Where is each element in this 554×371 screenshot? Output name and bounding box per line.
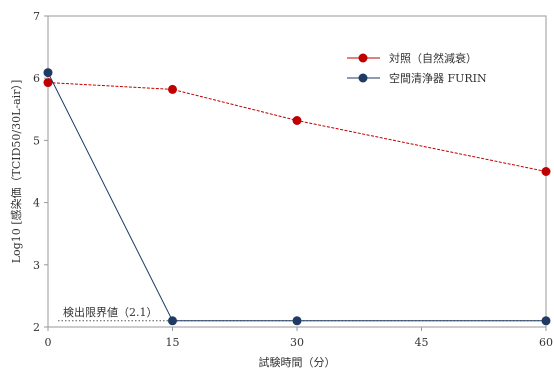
data-point-series-0	[43, 78, 53, 88]
x-tick-label: 60	[539, 336, 553, 349]
x-axis-title: 試験時間（分）	[259, 355, 336, 369]
data-point-series-0	[292, 115, 302, 125]
data-point-series-1	[43, 68, 53, 78]
y-tick-label: 3	[33, 259, 40, 272]
y-axis-ticks: 2 3 4 5 6 7	[33, 10, 48, 334]
y-tick-label: 2	[33, 321, 40, 334]
x-tick-label: 30	[290, 336, 304, 349]
legend-item-furin: 空間清浄器 FURIN	[347, 71, 487, 85]
series-layer	[43, 68, 551, 326]
data-point-series-1	[541, 316, 551, 326]
legend-marker-control	[358, 53, 368, 63]
series-line-0	[47, 82, 547, 172]
y-tick-label: 5	[33, 134, 40, 147]
legend-item-control: 対照（自然減衰）	[347, 51, 477, 65]
y-tick-label: 6	[33, 72, 40, 85]
series-line-1	[47, 72, 546, 322]
legend-label-control: 対照（自然減衰）	[389, 51, 477, 65]
x-tick-label: 15	[166, 336, 180, 349]
data-point-series-1	[168, 316, 177, 326]
y-axis-title: Log10 [感染価（TCID50/30L-air）]	[9, 80, 23, 264]
y-tick-label: 7	[33, 10, 40, 23]
legend-marker-furin	[358, 73, 368, 83]
detection-limit-label: 検出限界値（2.1）	[63, 305, 158, 319]
x-tick-label: 45	[415, 336, 429, 349]
x-axis-ticks: 0 15 30 45 60	[45, 327, 553, 349]
data-point-series-1	[292, 316, 302, 326]
legend-label-furin: 空間清浄器 FURIN	[389, 71, 487, 85]
data-point-series-0	[168, 84, 177, 94]
y-tick-label: 4	[33, 197, 40, 210]
x-tick-label: 0	[45, 336, 52, 349]
legend: 対照（自然減衰） 空間清浄器 FURIN	[347, 51, 487, 85]
data-point-series-0	[541, 167, 551, 176]
